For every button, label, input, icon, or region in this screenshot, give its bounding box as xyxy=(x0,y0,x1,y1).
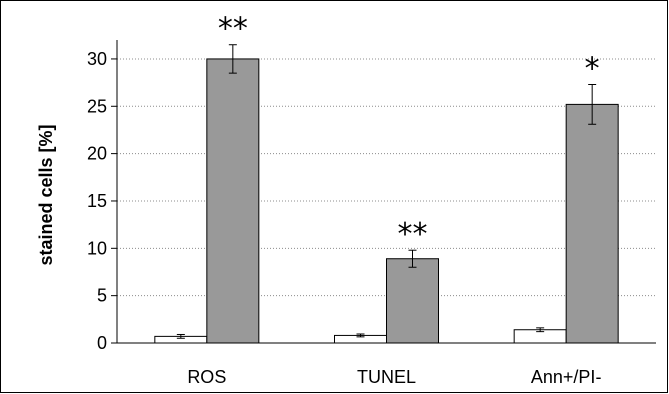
y-tick-label: 10 xyxy=(87,238,107,258)
y-tick-label: 25 xyxy=(87,96,107,116)
significance-label: ** xyxy=(398,217,428,252)
significance-label: * xyxy=(585,52,600,87)
bar xyxy=(386,258,439,344)
y-tick-label: 15 xyxy=(87,191,107,211)
x-tick-label: TUNEL xyxy=(357,367,416,387)
y-axis-label: stained cells [%] xyxy=(36,124,56,265)
bar xyxy=(565,103,619,344)
x-tick-label: ROS xyxy=(187,367,226,387)
bar xyxy=(206,58,260,344)
x-tick-label: Ann+/PI- xyxy=(531,367,602,387)
y-tick-label: 0 xyxy=(97,333,107,353)
significance-label: ** xyxy=(218,12,248,47)
y-tick-label: 5 xyxy=(97,286,107,306)
y-tick-label: 30 xyxy=(87,49,107,69)
y-tick-label: 20 xyxy=(87,144,107,164)
